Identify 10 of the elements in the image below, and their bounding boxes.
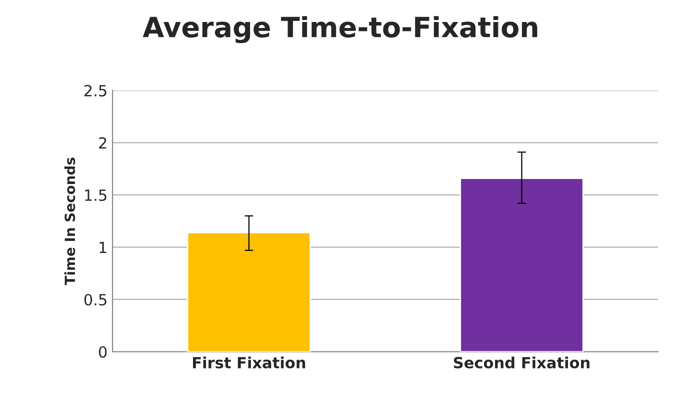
x-tick-label: Second Fixation — [454, 356, 590, 368]
x-tick-label: First Fixation — [193, 356, 306, 368]
y-tick-label: 2.5 — [84, 84, 106, 96]
y-tick-label: 2 — [99, 137, 106, 149]
y-tick-label: 0 — [98, 346, 107, 358]
y-tick-label: 1.5 — [85, 190, 106, 201]
chart-title: Average Time-to-Fixation — [142, 16, 538, 44]
y-tick-label: 1 — [100, 242, 106, 254]
y-tick-label: 0.5 — [84, 294, 106, 306]
y-axis-title: Time In Seconds — [64, 158, 76, 286]
